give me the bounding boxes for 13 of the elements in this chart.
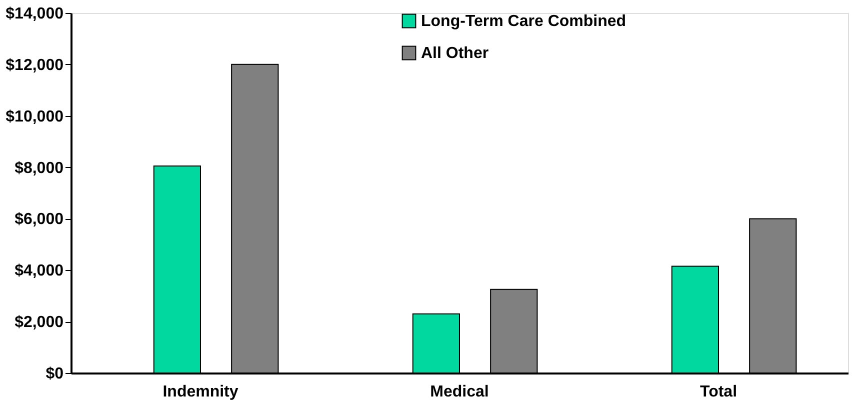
x-tick-label: Total — [700, 384, 738, 400]
y-tick-label: $12,000 — [6, 56, 64, 74]
y-tick-label: $6,000 — [14, 211, 64, 228]
y-tick-label: $0 — [46, 366, 64, 382]
y-tick-label: $2,000 — [14, 314, 64, 332]
y-tick-label: $10,000 — [6, 108, 64, 126]
legend-label: Long-Term Care Combined — [421, 13, 626, 30]
x-tick-label: Medical — [430, 384, 489, 400]
y-tick-label: $14,000 — [6, 6, 64, 22]
y-tick-label: $4,000 — [14, 262, 64, 280]
x-tick-label: Indemnity — [162, 384, 238, 400]
y-tick-label: $8,000 — [14, 160, 64, 177]
legend-label: All Other — [421, 45, 489, 62]
